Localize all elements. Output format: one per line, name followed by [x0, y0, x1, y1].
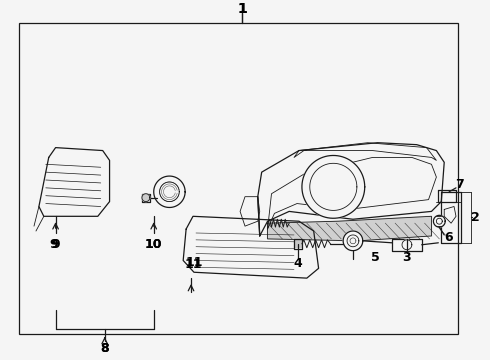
Text: 1: 1 — [237, 2, 247, 16]
Polygon shape — [268, 216, 432, 241]
Polygon shape — [434, 215, 445, 227]
Polygon shape — [343, 231, 363, 251]
Text: 10: 10 — [145, 238, 163, 251]
Text: 11: 11 — [184, 258, 202, 271]
Text: 10: 10 — [145, 238, 163, 251]
Text: 3: 3 — [403, 251, 411, 264]
Text: 6: 6 — [444, 231, 452, 244]
Text: 7: 7 — [456, 179, 465, 192]
Polygon shape — [402, 240, 412, 250]
Text: 2: 2 — [471, 211, 480, 224]
Polygon shape — [302, 156, 365, 218]
Bar — [19, 23, 458, 334]
Text: 9: 9 — [51, 238, 60, 251]
Text: 1: 1 — [237, 2, 247, 16]
Text: 9: 9 — [49, 238, 58, 251]
Polygon shape — [142, 194, 150, 202]
Text: 8: 8 — [100, 342, 109, 355]
Text: 4: 4 — [294, 257, 302, 270]
Text: 8: 8 — [100, 342, 109, 355]
Text: 5: 5 — [371, 251, 380, 264]
Text: 11: 11 — [185, 256, 203, 269]
